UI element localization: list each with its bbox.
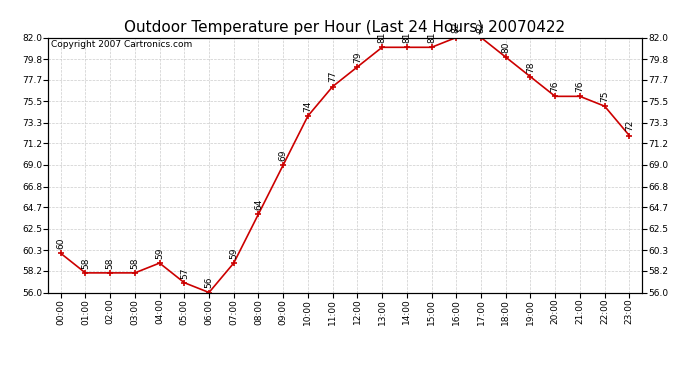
Text: Copyright 2007 Cartronics.com: Copyright 2007 Cartronics.com (51, 40, 193, 49)
Text: 81: 81 (377, 32, 386, 43)
Text: 79: 79 (353, 51, 362, 63)
Text: 58: 58 (130, 257, 139, 269)
Text: 56: 56 (204, 277, 213, 288)
Text: 80: 80 (501, 42, 510, 53)
Text: 76: 76 (551, 81, 560, 92)
Text: 64: 64 (254, 198, 263, 210)
Text: 58: 58 (81, 257, 90, 269)
Text: 69: 69 (279, 149, 288, 161)
Text: 76: 76 (575, 81, 584, 92)
Text: 60: 60 (56, 238, 65, 249)
Text: 77: 77 (328, 71, 337, 82)
Text: 81: 81 (402, 32, 411, 43)
Text: 78: 78 (526, 61, 535, 73)
Text: 74: 74 (304, 100, 313, 112)
Text: 82: 82 (452, 22, 461, 33)
Text: 58: 58 (106, 257, 115, 269)
Text: 59: 59 (155, 248, 164, 259)
Text: 72: 72 (625, 120, 634, 131)
Title: Outdoor Temperature per Hour (Last 24 Hours) 20070422: Outdoor Temperature per Hour (Last 24 Ho… (124, 20, 566, 35)
Text: 81: 81 (427, 32, 436, 43)
Text: 75: 75 (600, 90, 609, 102)
Text: 57: 57 (180, 267, 189, 279)
Text: 59: 59 (229, 248, 238, 259)
Text: 82: 82 (477, 22, 486, 33)
